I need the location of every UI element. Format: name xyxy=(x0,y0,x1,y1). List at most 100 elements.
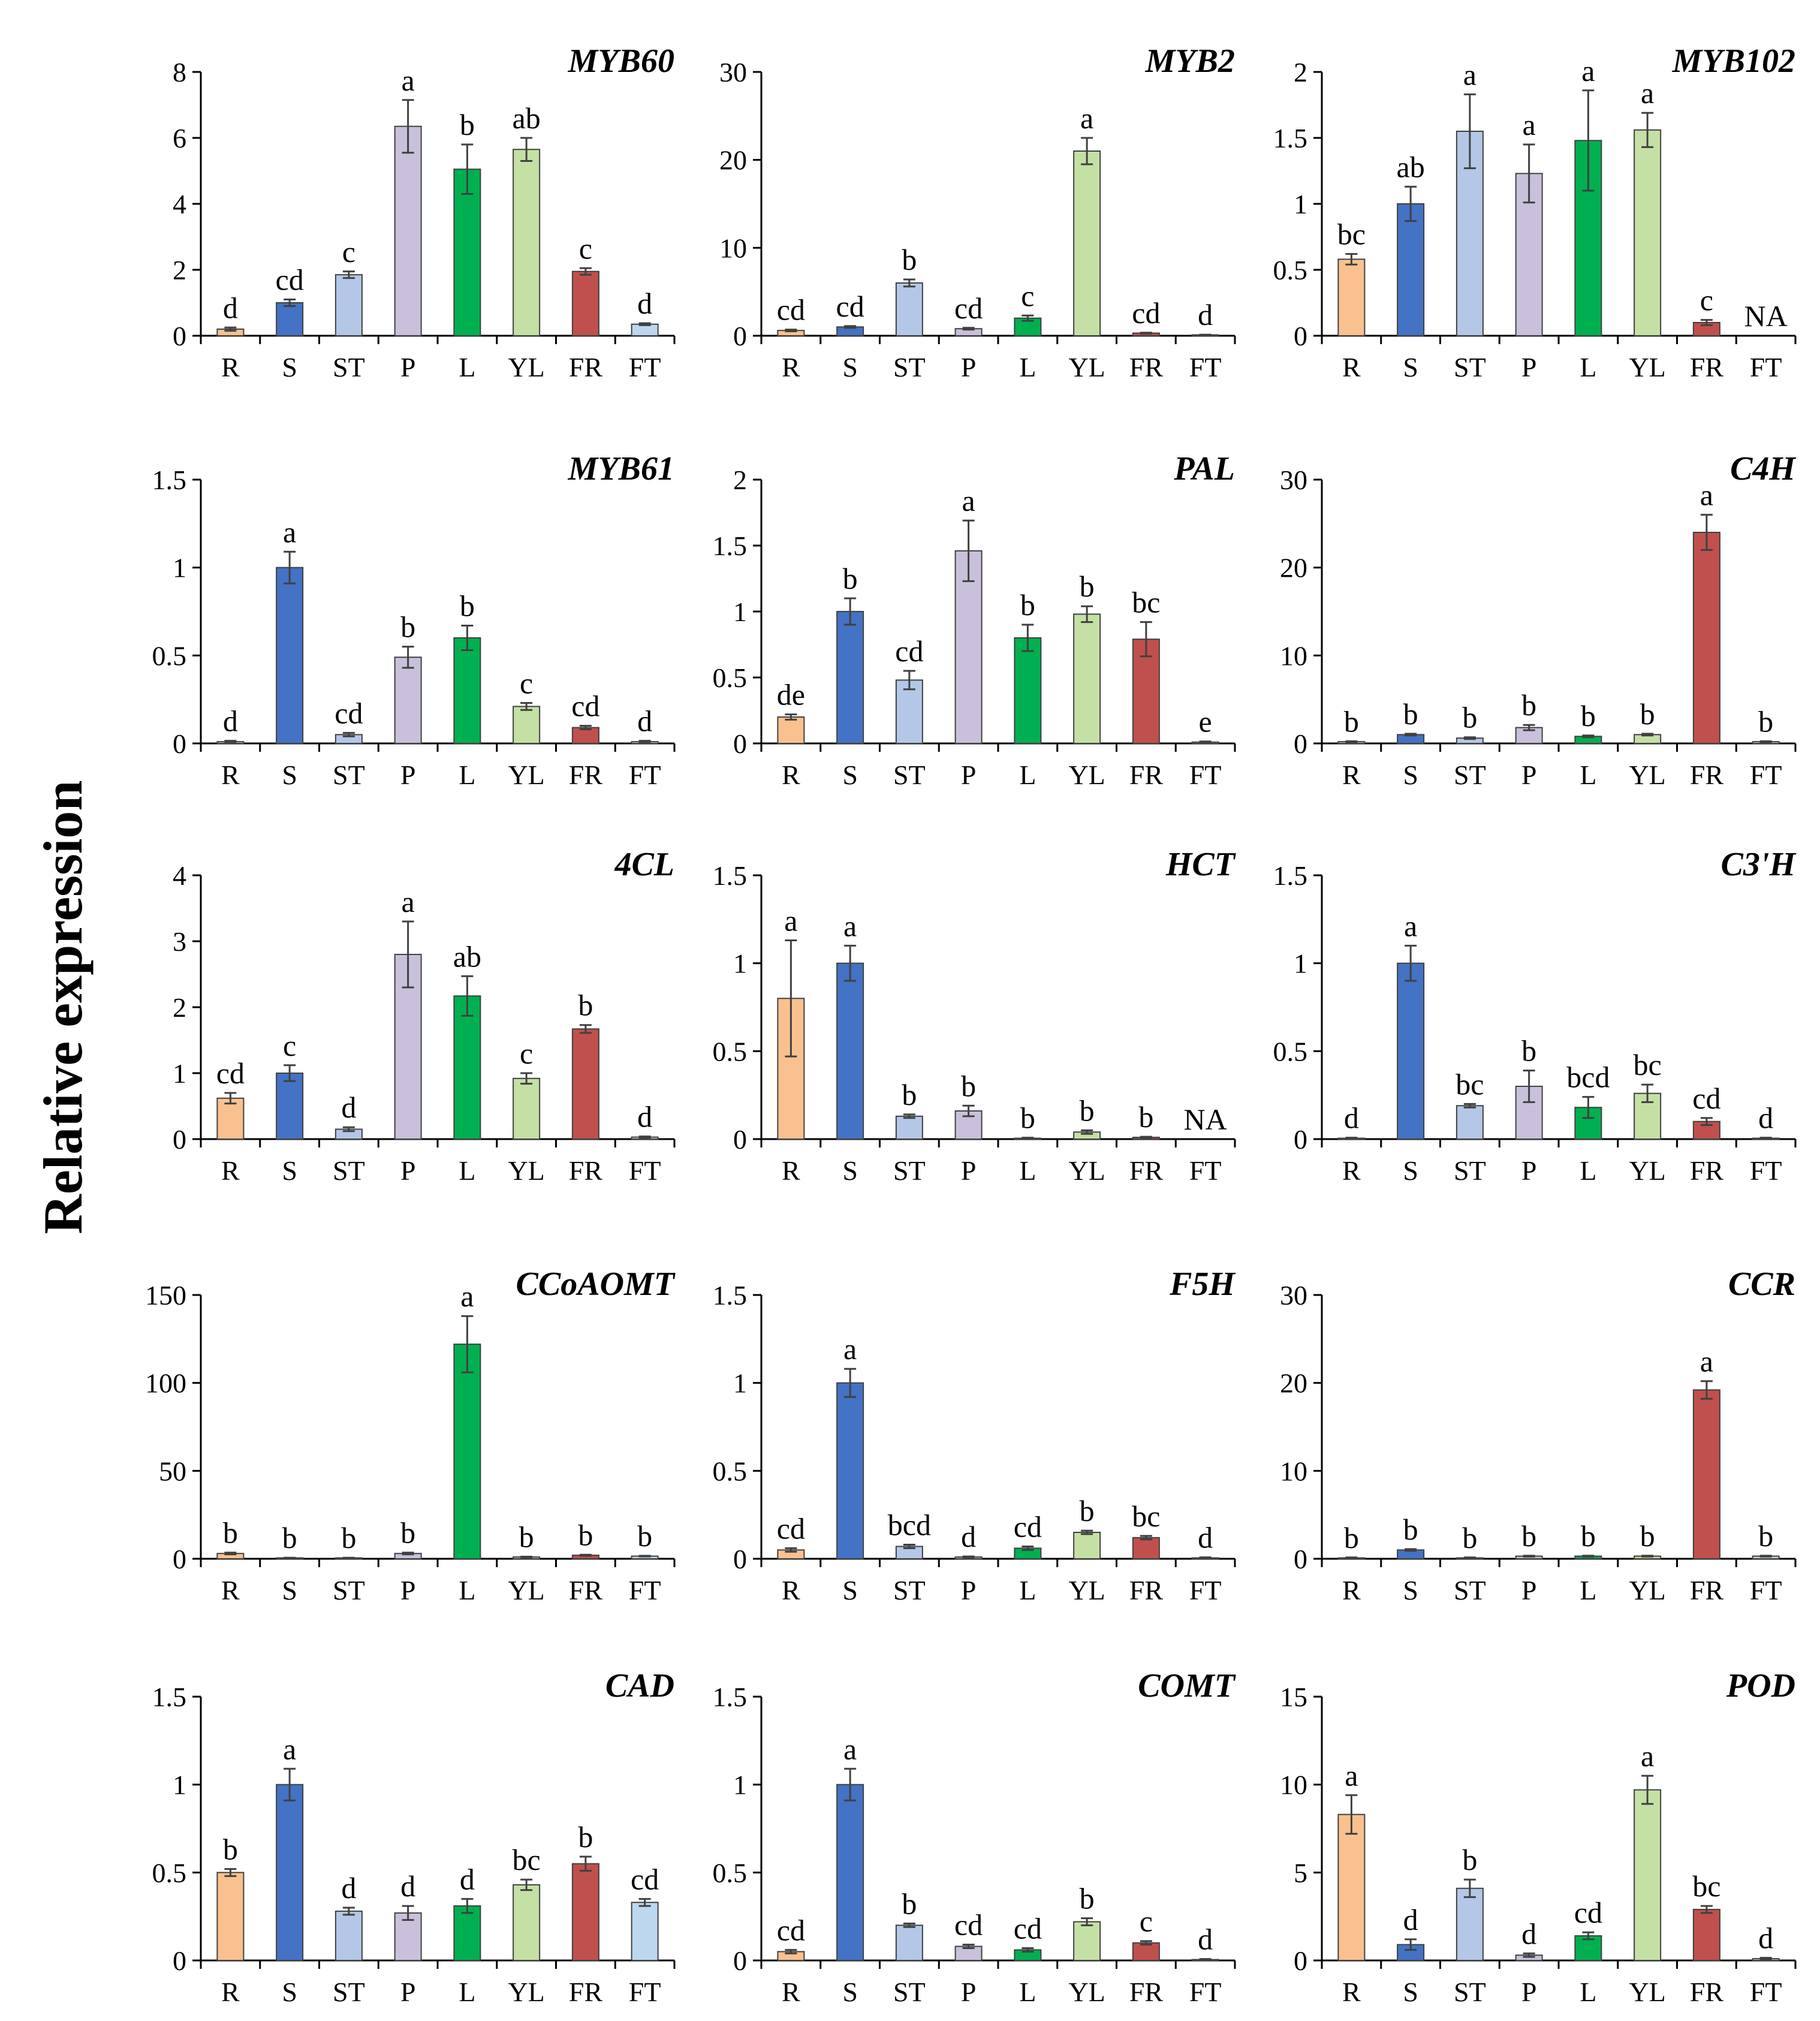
x-tick-label: FR xyxy=(1129,1977,1164,2007)
x-tick-label: FT xyxy=(629,352,661,382)
y-tick-label: 2 xyxy=(733,465,747,495)
significance-letter: d xyxy=(341,1871,356,1905)
significance-letter: bc xyxy=(1634,1048,1662,1082)
x-tick-label: P xyxy=(400,760,416,790)
y-tick-label: 1.5 xyxy=(1273,860,1308,891)
x-tick-label: P xyxy=(961,1575,977,1606)
x-tick-label: ST xyxy=(893,352,926,382)
bar-L xyxy=(453,637,481,744)
y-tick-label: 1 xyxy=(733,948,747,979)
significance-letter: de xyxy=(777,678,805,712)
x-tick-label: FT xyxy=(1189,352,1222,382)
significance-letter: b xyxy=(1640,697,1655,731)
x-tick-label: L xyxy=(1019,1575,1036,1606)
significance-letter: a xyxy=(402,64,415,97)
y-tick-label: 1 xyxy=(173,1058,186,1089)
bar-R xyxy=(1337,258,1366,336)
significance-letter: d xyxy=(400,1869,415,1903)
significance-letter: d xyxy=(1198,1923,1213,1956)
bar-S xyxy=(276,302,304,336)
y-tick-label: 0 xyxy=(173,728,186,759)
significance-letter: bcd xyxy=(1566,1061,1610,1094)
x-tick-label: R xyxy=(1342,1155,1361,1186)
significance-letter: cd xyxy=(335,696,363,730)
x-tick-label: FT xyxy=(629,760,661,790)
y-tick-label: 0.5 xyxy=(1273,255,1308,285)
significance-letter: cd xyxy=(1692,1082,1720,1115)
significance-letter: b xyxy=(902,1078,917,1112)
y-tick-label: 1.5 xyxy=(1273,123,1308,153)
significance-letter: ab xyxy=(513,101,541,135)
significance-letter: cd xyxy=(631,1862,659,1896)
y-tick-label: 6 xyxy=(173,123,186,153)
bar-ST xyxy=(895,282,923,336)
y-tick-label: 15 xyxy=(1280,1682,1307,1712)
x-tick-label: P xyxy=(1521,760,1537,790)
y-tick-label: 2 xyxy=(1294,57,1307,88)
x-tick-label: S xyxy=(1403,760,1418,790)
significance-letter: b xyxy=(1640,1519,1655,1553)
chart-title: C3'H xyxy=(1721,846,1797,883)
significance-letter: cd xyxy=(216,1056,245,1090)
x-tick-label: P xyxy=(400,1977,416,2007)
x-tick-label: L xyxy=(1019,1977,1036,2007)
significance-letter: b xyxy=(1581,699,1596,733)
significance-letter: a xyxy=(283,515,296,549)
significance-letter: a xyxy=(1345,1758,1358,1792)
x-tick-label: P xyxy=(961,760,977,790)
significance-letter: d xyxy=(961,1520,976,1553)
y-tick-label: 0.5 xyxy=(152,640,187,671)
x-tick-label: S xyxy=(842,1155,858,1186)
bar-P xyxy=(954,1110,983,1140)
significance-letter: a xyxy=(283,1732,296,1766)
significance-letter: c xyxy=(283,1029,296,1062)
y-tick-label: 2 xyxy=(173,992,186,1023)
x-tick-label: L xyxy=(459,760,475,790)
x-tick-label: R xyxy=(221,1155,240,1186)
significance-letter: b xyxy=(1138,1100,1153,1134)
significance-letter: cd xyxy=(895,634,923,668)
significance-letter: b xyxy=(1462,1843,1477,1877)
bar-FR xyxy=(571,1863,599,1962)
x-tick-label: R xyxy=(221,1977,240,2007)
bar-S xyxy=(1397,1944,1425,1962)
significance-letter: d xyxy=(223,704,238,738)
y-tick-label: 20 xyxy=(719,145,747,176)
significance-letter: d xyxy=(1344,1101,1359,1135)
chart-title: PAL xyxy=(1173,450,1235,487)
significance-letter: b xyxy=(578,1820,593,1854)
bar-S xyxy=(836,1382,864,1560)
significance-letter: b xyxy=(1521,688,1536,722)
y-tick-label: 8 xyxy=(173,57,186,88)
significance-letter: ab xyxy=(453,939,481,973)
significance-letter: b xyxy=(1462,701,1477,734)
bar-R xyxy=(216,1097,245,1140)
x-tick-label: L xyxy=(1580,1575,1596,1606)
significance-letter: d xyxy=(637,1100,652,1134)
bar-ST xyxy=(335,1910,363,1962)
x-tick-label: YL xyxy=(1068,1155,1105,1186)
significance-letter: b xyxy=(843,562,858,595)
x-tick-label: FT xyxy=(1189,1155,1222,1186)
x-tick-label: P xyxy=(1521,1575,1537,1606)
y-tick-label: 4 xyxy=(173,860,186,891)
x-tick-label: FR xyxy=(1690,760,1724,790)
x-tick-label: FT xyxy=(629,1977,661,2007)
x-tick-label: FT xyxy=(629,1155,661,1186)
significance-letter: cd xyxy=(836,290,864,323)
x-tick-label: FT xyxy=(1750,1155,1782,1186)
significance-letter: a xyxy=(402,885,415,918)
bar-ST xyxy=(1456,1887,1484,1962)
bar-S xyxy=(276,567,304,745)
significance-letter: cd xyxy=(1132,296,1160,330)
significance-letter: a xyxy=(1641,1739,1654,1773)
x-tick-label: FR xyxy=(569,1977,603,2007)
significance-letter: d xyxy=(1758,1921,1773,1955)
y-tick-label: 0 xyxy=(733,1945,747,1976)
significance-letter: b xyxy=(902,243,917,276)
x-tick-label: ST xyxy=(333,1155,365,1186)
x-tick-label: R xyxy=(1342,1977,1361,2007)
